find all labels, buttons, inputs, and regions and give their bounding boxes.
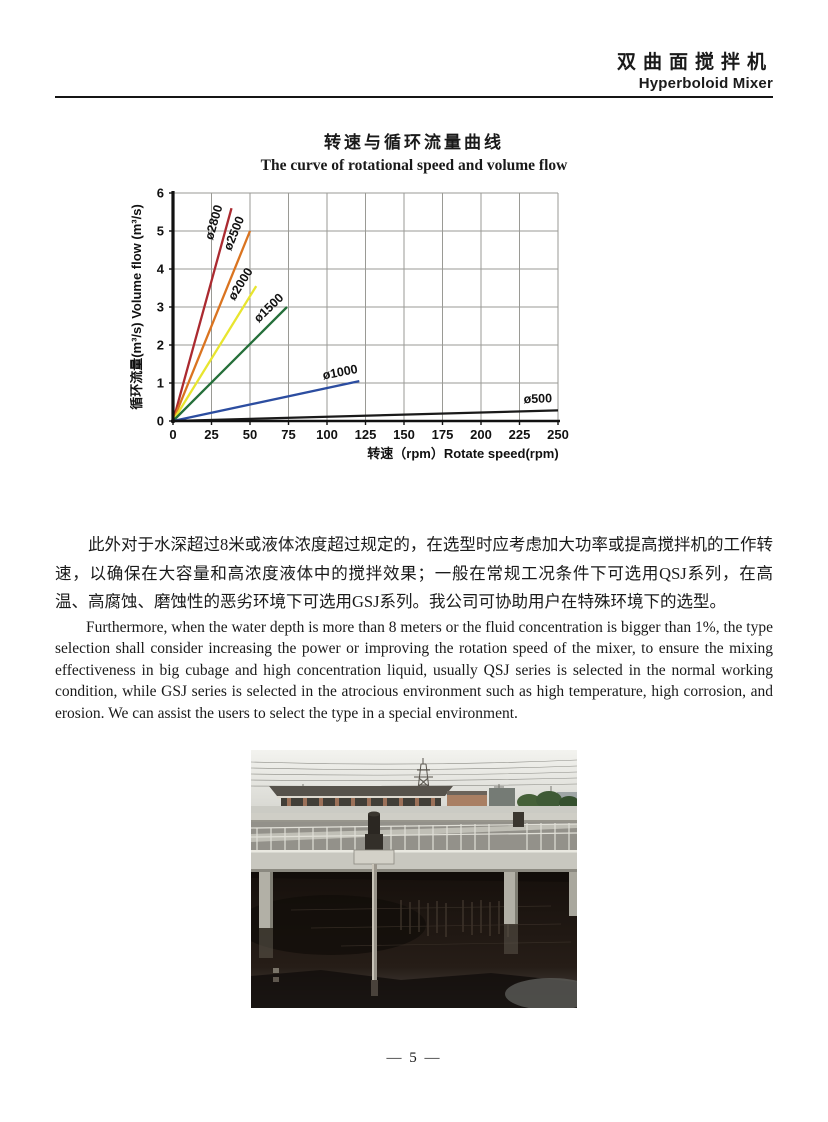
svg-text:0: 0 [169,427,176,442]
mixer-shaft [371,864,378,996]
page-footer: — 5 — [0,1050,828,1067]
chart-title-en: The curve of rotational speed and volume… [260,157,568,174]
series-ø2500 [171,230,252,422]
main-walkway-beam [251,849,577,872]
page-header: 双曲面搅拌机 Hyperboloid Mixer [0,0,828,92]
reflection-speck [273,968,279,973]
light-water-patch [505,978,577,1008]
beam-shadow [251,872,577,882]
distant-walkway [251,813,577,820]
reflection-speck-2 [273,977,279,982]
svg-text:5: 5 [157,224,164,239]
header-divider [55,96,773,98]
svg-text:25: 25 [204,427,218,442]
header-title-zh: 双曲面搅拌机 [616,52,773,73]
bottom-silhouette [251,970,577,1008]
series-ø500 [172,409,559,423]
svg-text:225: 225 [509,427,531,442]
page-number: — 5 — [386,1050,442,1066]
distant-walkway-shadow [251,820,577,822]
paragraph-zh: 此外对于水深超过8米或液体浓度超过规定的，在选型时应考虑加大功率或提高搅拌机的工… [55,535,773,611]
svg-text:6: 6 [157,186,164,201]
svg-text:0: 0 [157,414,164,429]
y-axis-title: 循环流量(m³/s) Volume flow (m³/s) [130,204,144,410]
cross-walkway [251,824,577,842]
svg-text:250: 250 [547,427,569,442]
treatment-plant-photo [251,750,577,1008]
svg-text:75: 75 [281,427,295,442]
series-ø1500 [172,306,288,422]
svg-text:200: 200 [470,427,492,442]
tank-rim [251,806,577,813]
mixer-drive-unit [365,811,524,852]
chart-title-zh: 转速与循环流量曲线 [324,133,504,152]
concrete-pillars [259,872,577,958]
svg-text:4: 4 [157,262,165,277]
series-label-ø1000: ø1000 [321,362,359,383]
series-ø1000 [172,379,360,423]
svg-text:2: 2 [157,338,164,353]
svg-text:100: 100 [316,427,338,442]
svg-text:3: 3 [157,300,164,315]
pavilion-building [269,786,453,807]
svg-text:125: 125 [355,427,377,442]
x-axis-title: 转速（rpm）Rotate speed(rpm) [367,446,558,461]
svg-text:1: 1 [157,376,164,391]
series-ø2800 [171,207,233,422]
svg-text:150: 150 [393,427,415,442]
series-ø2000 [172,285,258,422]
svg-text:175: 175 [432,427,454,442]
svg-text:50: 50 [243,427,257,442]
header-title-en: Hyperboloid Mixer [638,75,773,92]
paragraph-en: Furthermore, when the water depth is mor… [55,618,773,722]
series-label-ø500: ø500 [523,391,552,406]
chart-canvas: 0 25 50 75 100 125 150 175 200 225 2500123456ø2800… [130,186,569,462]
speed-flow-chart: 0 25 50 75 100 125 150 175 200 225 250 0 1 2 3 4 5 6 ø2800… [130,177,585,469]
